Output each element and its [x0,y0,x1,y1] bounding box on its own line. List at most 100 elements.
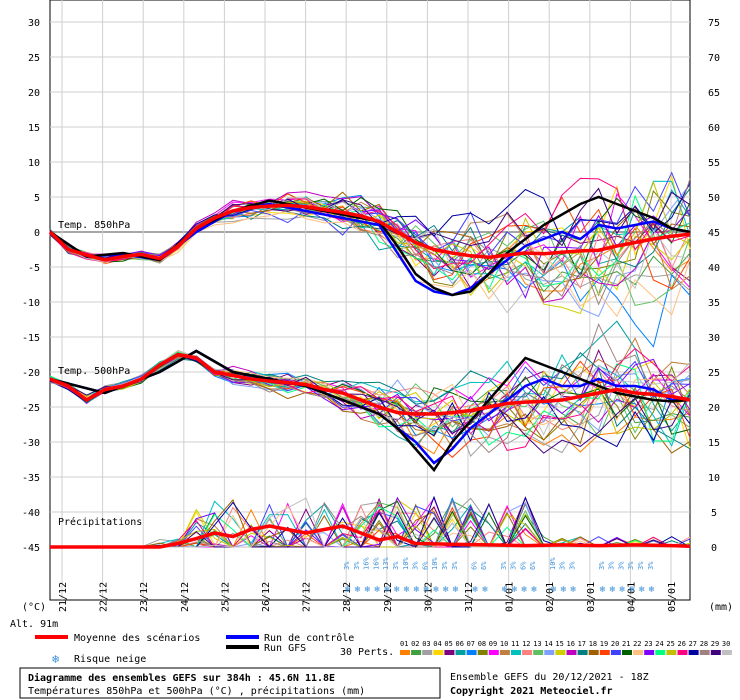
pert-number: 18 [589,640,597,648]
snowflake-icon: ❄ [502,585,508,595]
pert-swatch [633,650,644,655]
pert-number: 26 [678,640,686,648]
snow-risk-label: 3% [353,561,361,570]
legend-mean: Moyenne des scénarios [74,632,200,644]
right-tick-label: 25 [708,368,720,379]
pert-swatch [411,650,422,655]
pert-number: 20 [611,640,619,648]
right-tick-label: 60 [708,123,720,134]
pert-number: 09 [489,640,497,648]
snow-risk-label: 3% [637,561,645,570]
snow-risk-label: 6% [519,561,527,570]
snowflake-icon: ❄ [639,585,645,595]
pert-swatch [488,650,499,655]
right-tick-label: 70 [708,53,720,64]
member-line [49,200,691,290]
left-tick-label: 0 [34,228,40,239]
footer-run: Ensemble GEFS du 20/12/2021 - 18Z [450,672,649,683]
pert-number: 13 [533,640,541,648]
snow-risk-label: 3% [500,561,508,570]
pert-swatch [544,650,555,655]
right-tick-label: 20 [708,403,720,414]
snowflake-icon: ❄ [472,585,478,595]
pert-swatch [400,650,410,655]
pert-swatch [666,650,677,655]
left-tick-label: -30 [22,438,40,449]
snowflake-icon: ❄ [512,585,518,595]
snowflake-icon: ❄ [561,585,567,595]
pert-swatch [566,650,577,655]
panel-labels: Temp. 850hPa Temp. 500hPa Précipitations… [10,220,733,630]
right-tick-label: 0 [711,543,717,554]
pert-swatch [710,650,721,655]
pert-swatch [688,650,699,655]
pert-number: 08 [478,640,486,648]
snowflake-icon: ❄ [453,585,459,595]
snowflake-icon: ❄ [521,585,527,595]
pert-number: 30 [722,640,730,648]
member-line [49,200,691,299]
x-tick-label: 25/12 [220,582,231,612]
x-tick-label: 05/01 [667,582,678,612]
member-line [49,320,691,446]
member-line [49,178,691,306]
legend: Moyenne des scénarios Run de contrôle Ru… [35,632,732,666]
right-tick-label: 5 [711,508,717,519]
pert-swatch [599,650,610,655]
left-tick-label: 30 [28,18,40,29]
snow-risk-label: 13% [382,557,390,570]
footer-copyright: Copyright 2021 Meteociel.fr [450,685,613,697]
snowflake-icon: ❄ [355,585,361,595]
snow-risk-label: 3% [617,561,625,570]
snow-risk-label: 3% [568,561,576,570]
snowflake-icon: ❄ [551,585,557,595]
pert-swatch [499,650,510,655]
x-tick-label: 04/01 [626,582,637,612]
series-precip [50,524,691,549]
snowflake-icon: ❄ [649,585,655,595]
snow-risk-label: 3% [627,561,635,570]
pert-swatch [622,650,632,655]
snowflake-icon: ❄ [345,585,351,595]
pert-swatch [433,650,444,655]
pert-number: 03 [422,640,430,648]
pert-swatch [477,650,488,655]
x-tick-label: 03/01 [586,582,597,612]
pert-swatch [699,650,710,655]
snowflake-icon: ❄ [482,585,488,595]
pert-swatch [533,650,544,655]
snow-risk-label: 6% [480,561,488,570]
left-tick-label: 5 [34,193,40,204]
right-tick-label: 50 [708,193,720,204]
snowflake-icon: ❄ [394,585,400,595]
main-lines [48,195,691,549]
legend-control: Run de contrôle [264,632,354,644]
pert-swatch [721,650,732,655]
left-tick-label: -25 [22,403,40,414]
pert-number: 04 [433,640,441,648]
snowflake-icon: ❄ [52,652,59,666]
snow-risk-label: 3% [559,561,567,570]
grid [49,0,691,601]
snow-risk-row: 3% ❄ 3% ❄ 16% ❄ 16% ❄ 13% ❄ 3% ❄ 10% ❄ 3% ❄ 6% ❄ 10% ❄ 3% ❄ 3%… [343,557,655,595]
snow-risk-label: 3% [441,561,449,570]
x-tick-label: 22/12 [99,582,110,612]
pert-number: 15 [555,640,563,648]
pert-swatch [466,650,477,655]
pert-number: 11 [511,640,519,648]
snow-risk-label: 3% [647,561,655,570]
pert-swatch [588,650,599,655]
pert-number: 12 [522,640,530,648]
label-t500: Temp. 500hPa [58,366,130,377]
snow-risk-label: 3% [451,561,459,570]
snowflake-icon: ❄ [374,585,380,595]
pert-swatch [511,650,521,655]
snowflake-icon: ❄ [384,585,390,595]
snowflake-icon: ❄ [570,585,576,595]
pert-swatch [522,650,533,655]
pert-number: 25 [666,640,674,648]
x-tick-label: 27/12 [302,582,313,612]
pert-number: 16 [567,640,575,648]
